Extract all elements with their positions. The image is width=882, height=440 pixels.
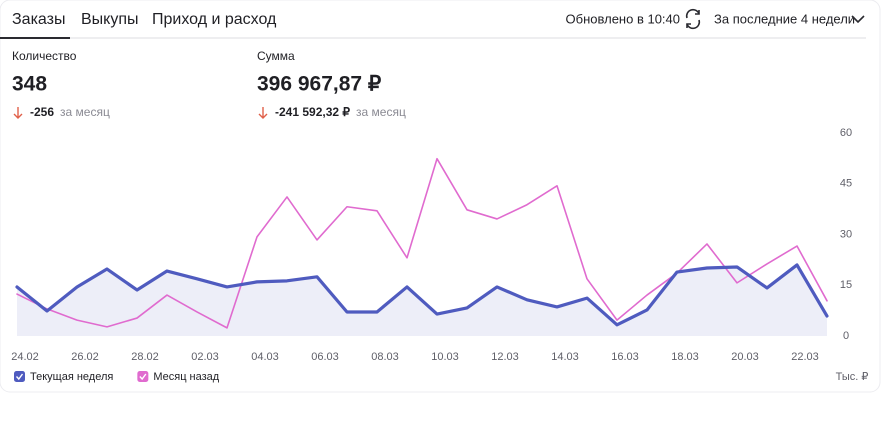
legend-swatch bbox=[137, 371, 149, 382]
x-tick-label: 10.03 bbox=[431, 351, 459, 363]
series-line bbox=[16, 157, 828, 329]
y-tick-label: 45 bbox=[840, 178, 852, 190]
refresh-arc bbox=[686, 19, 701, 30]
tab-income[interactable]: Приход и расход bbox=[152, 11, 277, 28]
metric-value: 348 bbox=[12, 73, 47, 96]
x-tick-label: 08.03 bbox=[371, 351, 399, 363]
x-tick-label: 28.02 bbox=[131, 351, 159, 363]
chart: 0 15 30 45 60 24.02 26.02 28.02 02.03 04.03 06.03 0… bbox=[11, 127, 868, 383]
legend-swatch bbox=[14, 371, 25, 382]
metric-delta-row: -241 592,32 ₽ за месяц bbox=[275, 105, 406, 119]
metric-delta-row: -256 за месяц bbox=[30, 105, 110, 119]
x-tick-label: 04.03 bbox=[251, 351, 279, 363]
updated-time: Обновлено в 10:40 bbox=[566, 11, 680, 26]
metric-label: Количество bbox=[12, 49, 77, 63]
metric-delta-period: за месяц bbox=[60, 105, 110, 119]
y-tick-label: 30 bbox=[840, 228, 852, 240]
x-tick-label: 24.02 bbox=[11, 351, 39, 363]
legend-check bbox=[15, 373, 24, 381]
tab-orders[interactable]: Заказы bbox=[12, 11, 65, 28]
chevron-down[interactable] bbox=[851, 15, 865, 24]
x-tick-label: 16.03 bbox=[611, 351, 639, 363]
tab-buyouts[interactable]: Выкупы bbox=[81, 11, 139, 28]
refresh-arrow bbox=[695, 10, 700, 15]
x-tick-label: 26.02 bbox=[71, 351, 99, 363]
x-tick-label: 12.03 bbox=[491, 351, 519, 363]
y-tick-label: 0 bbox=[843, 330, 849, 342]
refresh-icon[interactable] bbox=[685, 8, 701, 30]
legend-check bbox=[139, 373, 147, 381]
x-tick-label: 14.03 bbox=[551, 351, 579, 363]
series-line bbox=[15, 263, 829, 327]
period-select[interactable]: За последние 4 недели bbox=[714, 11, 855, 26]
x-tick-label: 22.03 bbox=[791, 351, 819, 363]
down-arrow bbox=[258, 107, 268, 119]
x-tick-label: 20.03 bbox=[731, 351, 759, 363]
legend-label: Текущая неделя bbox=[30, 371, 113, 383]
metric-delta: -241 592,32 ₽ bbox=[275, 105, 350, 119]
refresh-arrow bbox=[686, 23, 691, 28]
metric-delta-period: за месяц bbox=[356, 105, 406, 119]
legend-label: Месяц назад bbox=[153, 371, 219, 383]
metric-value: 396 967,87 ₽ bbox=[257, 73, 382, 96]
metric-label: Сумма bbox=[257, 49, 295, 63]
metric-delta: -256 bbox=[30, 105, 54, 119]
x-tick-label: 18.03 bbox=[671, 351, 699, 363]
refresh-arc bbox=[685, 8, 700, 19]
down-arrow bbox=[13, 107, 23, 119]
x-tick-label: 02.03 bbox=[191, 351, 219, 363]
y-tick-label: 15 bbox=[840, 279, 852, 291]
x-tick-label: 06.03 bbox=[311, 351, 339, 363]
y-tick-label: 60 bbox=[840, 127, 852, 139]
y-unit-label: Тыс. ₽ bbox=[836, 371, 869, 383]
